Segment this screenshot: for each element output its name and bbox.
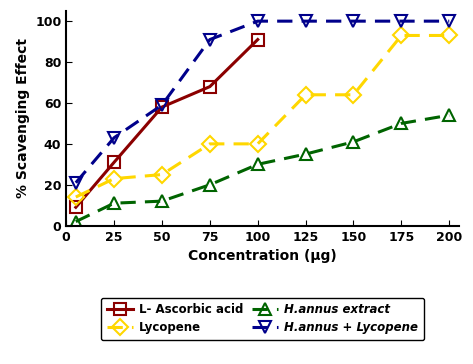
X-axis label: Concentration (μg): Concentration (μg) [188, 249, 337, 263]
Legend: L- Ascorbic acid, Lycopene, H.annus extract, H.annus + Lycopene: L- Ascorbic acid, Lycopene, H.annus extr… [101, 297, 424, 340]
Y-axis label: % Scavenging Effect: % Scavenging Effect [16, 38, 29, 198]
